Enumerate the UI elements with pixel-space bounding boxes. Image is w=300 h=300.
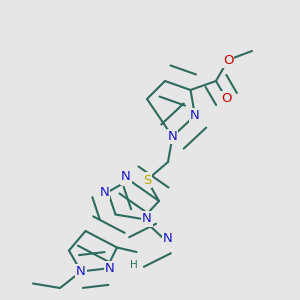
Text: N: N [121, 170, 131, 184]
Text: H: H [130, 260, 137, 271]
Text: N: N [105, 262, 114, 275]
Text: O: O [221, 92, 232, 106]
Text: S: S [143, 173, 151, 187]
Text: N: N [142, 212, 152, 226]
Text: N: N [100, 185, 109, 199]
Text: O: O [223, 53, 233, 67]
Text: N: N [190, 109, 200, 122]
Text: N: N [76, 265, 86, 278]
Text: N: N [168, 130, 177, 143]
Text: N: N [163, 232, 173, 245]
